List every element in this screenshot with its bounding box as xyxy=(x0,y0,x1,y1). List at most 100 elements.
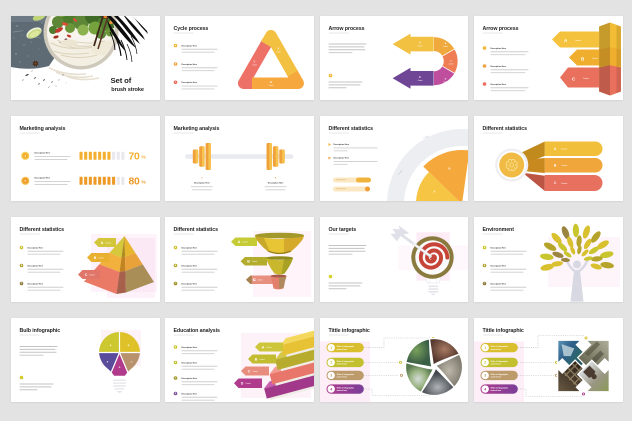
svg-text:A: A xyxy=(175,44,177,47)
svg-text:B: B xyxy=(484,265,486,267)
svg-text:A: A xyxy=(278,47,280,50)
svg-text:ˇ: ˇ xyxy=(484,82,485,85)
svg-text:content here: content here xyxy=(336,348,347,351)
svg-text:A: A xyxy=(202,177,204,180)
svg-text:D: D xyxy=(119,367,121,369)
svg-text:1: 1 xyxy=(484,346,486,350)
svg-text:Marketing analysis: Marketing analysis xyxy=(20,126,66,132)
svg-text:3: 3 xyxy=(484,374,486,378)
svg-text:B: B xyxy=(275,178,277,180)
svg-text:C: C xyxy=(450,60,452,62)
svg-text:Tittle of infographic: Tittle of infographic xyxy=(490,345,507,348)
svg-text:B: B xyxy=(554,164,557,168)
svg-text:B: B xyxy=(175,63,177,65)
svg-text:D: D xyxy=(175,393,177,395)
svg-text:%: % xyxy=(141,155,146,161)
svg-text:Content: Content xyxy=(397,169,404,176)
svg-text:Description Here: Description Here xyxy=(182,81,199,84)
svg-text:Description Here: Description Here xyxy=(182,62,199,65)
svg-text:A: A xyxy=(175,246,177,249)
svg-text:A: A xyxy=(329,74,331,77)
svg-text:Different statistics: Different statistics xyxy=(20,227,65,233)
svg-text:Description Here: Description Here xyxy=(268,182,285,185)
svg-text:A: A xyxy=(554,147,557,151)
svg-text:C: C xyxy=(484,283,486,285)
svg-text:B: B xyxy=(581,56,585,61)
svg-text:D: D xyxy=(241,381,244,385)
svg-text:80: 80 xyxy=(128,177,140,188)
svg-text:D: D xyxy=(444,78,446,80)
svg-text:B: B xyxy=(444,43,446,45)
svg-text:3: 3 xyxy=(330,374,332,378)
svg-text:Content: Content xyxy=(417,79,422,82)
svg-text:Content: Content xyxy=(592,57,598,60)
svg-text:A: A xyxy=(175,345,177,348)
svg-text:A: A xyxy=(419,41,421,44)
svg-text:B: B xyxy=(247,260,250,264)
svg-text:Arrow process: Arrow process xyxy=(328,26,364,32)
svg-text:Description Here: Description Here xyxy=(182,392,199,395)
svg-text:ˇ: ˇ xyxy=(484,46,485,49)
svg-text:Description Here: Description Here xyxy=(182,44,199,47)
svg-text:Description Here: Description Here xyxy=(182,377,199,380)
svg-text:Environment: Environment xyxy=(482,227,514,233)
svg-text:Description Here: Description Here xyxy=(27,246,44,249)
svg-text:Content: Content xyxy=(253,63,258,66)
svg-text:Different statistics: Different statistics xyxy=(328,126,373,132)
svg-text:Tittle of infographic: Tittle of infographic xyxy=(336,345,353,348)
svg-text:brush stroke: brush stroke xyxy=(111,87,144,93)
svg-text:Tittle of infographic: Tittle of infographic xyxy=(490,360,507,363)
svg-text:content here: content here xyxy=(490,375,501,378)
svg-text:Tittle of infographic: Tittle of infographic xyxy=(490,386,507,389)
svg-text:Our targets: Our targets xyxy=(328,227,356,233)
svg-text:2: 2 xyxy=(484,361,486,365)
svg-text:C: C xyxy=(572,76,576,81)
svg-text:content here: content here xyxy=(336,375,347,378)
svg-text:Content: Content xyxy=(258,279,264,282)
svg-text:E: E xyxy=(419,77,421,79)
svg-text:Content: Content xyxy=(269,83,274,86)
svg-text:content here: content here xyxy=(490,362,501,365)
svg-text:%: % xyxy=(141,180,146,186)
svg-text:Description Here: Description Here xyxy=(182,282,199,285)
svg-text:B: B xyxy=(25,181,27,183)
svg-text:4: 4 xyxy=(330,387,332,391)
svg-text:B: B xyxy=(94,256,97,260)
svg-text:4: 4 xyxy=(484,387,486,391)
svg-text:Cycle process: Cycle process xyxy=(174,26,209,32)
svg-text:Tittle infographic: Tittle infographic xyxy=(482,328,523,334)
svg-text:A: A xyxy=(21,246,23,249)
svg-text:Arrow process: Arrow process xyxy=(482,26,518,32)
svg-text:C: C xyxy=(131,361,133,363)
svg-text:Content: Content xyxy=(253,370,259,373)
svg-text:A: A xyxy=(564,38,568,43)
svg-text:C: C xyxy=(554,182,557,186)
svg-text:Description Here: Description Here xyxy=(490,264,507,267)
svg-text:Description Here: Description Here xyxy=(333,144,350,147)
svg-text:C: C xyxy=(253,278,256,282)
svg-text:Marketing analysis: Marketing analysis xyxy=(174,126,220,132)
svg-text:Description Here: Description Here xyxy=(490,282,507,285)
svg-text:C: C xyxy=(254,61,256,63)
svg-text:C: C xyxy=(21,283,23,285)
svg-text:Description Here: Description Here xyxy=(27,282,44,285)
svg-text:A: A xyxy=(238,240,241,244)
svg-text:Content: Content xyxy=(561,182,568,185)
svg-text:Tittle of infographic: Tittle of infographic xyxy=(490,373,507,376)
svg-text:content here: content here xyxy=(490,389,501,392)
svg-text:Description Here: Description Here xyxy=(34,177,51,180)
svg-text:Different statistics: Different statistics xyxy=(482,126,527,132)
svg-text:A: A xyxy=(433,190,435,194)
svg-text:A: A xyxy=(25,155,27,158)
svg-text:ˇ: ˇ xyxy=(484,64,485,67)
svg-text:C: C xyxy=(254,278,257,282)
svg-text:C: C xyxy=(85,273,88,277)
svg-text:Content: Content xyxy=(417,44,422,47)
svg-text:Description Here: Description Here xyxy=(182,264,199,267)
svg-text:Content: Content xyxy=(583,77,589,80)
svg-text:Description Here: Description Here xyxy=(182,246,199,249)
svg-text:Description Here: Description Here xyxy=(490,82,507,85)
svg-text:Description Here: Description Here xyxy=(490,246,507,249)
svg-text:2: 2 xyxy=(330,361,332,365)
svg-text:Bulb infographic: Bulb infographic xyxy=(20,328,61,334)
